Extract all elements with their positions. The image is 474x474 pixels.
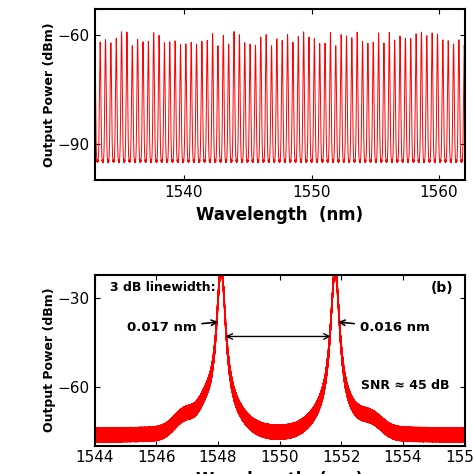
X-axis label: Wavelength  (nm): Wavelength (nm): [196, 471, 363, 474]
X-axis label: Wavelength  (nm): Wavelength (nm): [196, 206, 363, 224]
Text: SNR ≈ 45 dB: SNR ≈ 45 dB: [361, 379, 449, 392]
Text: 0.017 nm: 0.017 nm: [127, 320, 217, 334]
Text: (b): (b): [431, 282, 454, 295]
Y-axis label: Output Power (dBm): Output Power (dBm): [44, 288, 56, 432]
Text: 0.016 nm: 0.016 nm: [340, 320, 429, 334]
Y-axis label: Output Power (dBm): Output Power (dBm): [44, 23, 56, 167]
Text: 3 dB linewidth:: 3 dB linewidth:: [109, 282, 215, 294]
